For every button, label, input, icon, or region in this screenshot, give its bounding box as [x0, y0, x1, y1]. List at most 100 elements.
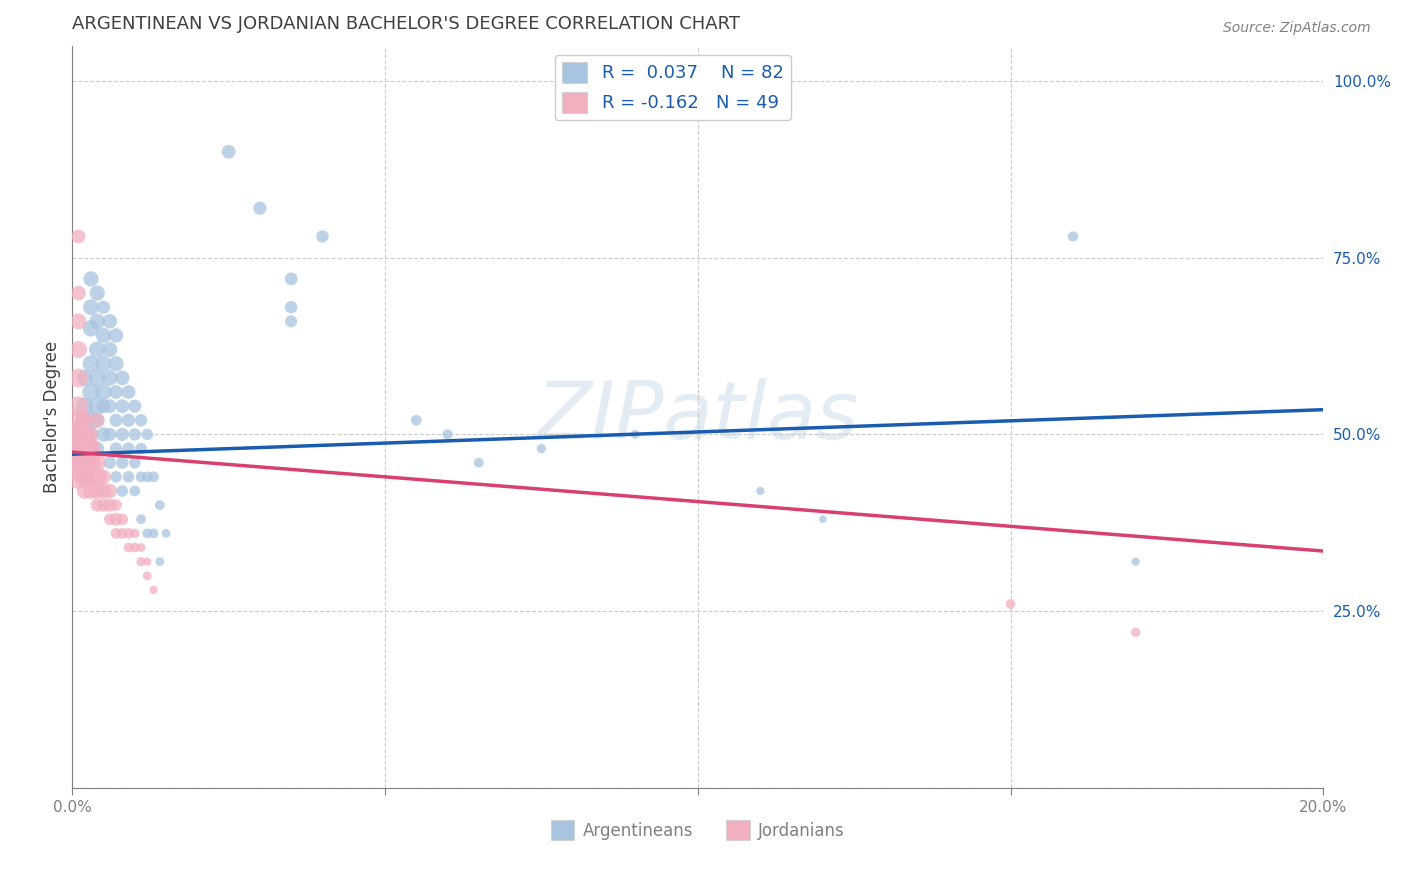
Point — [67, 427, 90, 442]
Point — [136, 569, 159, 583]
Point — [67, 456, 90, 470]
Point — [136, 427, 159, 442]
Point — [149, 498, 172, 512]
Point — [142, 526, 165, 541]
Point — [67, 456, 90, 470]
Point — [111, 427, 134, 442]
Point — [98, 314, 121, 328]
Point — [98, 371, 121, 385]
Point — [142, 470, 165, 484]
Point — [80, 321, 103, 335]
Point — [124, 526, 146, 541]
Point — [129, 512, 152, 526]
Point — [105, 413, 128, 427]
Point — [98, 512, 121, 526]
Point — [117, 442, 139, 456]
Point — [86, 413, 108, 427]
Point — [80, 442, 103, 456]
Point — [98, 456, 121, 470]
Point — [111, 399, 134, 413]
Point — [136, 555, 159, 569]
Point — [73, 427, 96, 442]
Point — [80, 272, 103, 286]
Point — [86, 470, 108, 484]
Point — [93, 399, 115, 413]
Point — [149, 555, 172, 569]
Point — [624, 427, 647, 442]
Point — [73, 413, 96, 427]
Point — [117, 413, 139, 427]
Point — [436, 427, 458, 442]
Point — [98, 399, 121, 413]
Point — [124, 456, 146, 470]
Point — [142, 582, 165, 597]
Point — [105, 512, 128, 526]
Point — [67, 343, 90, 357]
Point — [1062, 229, 1084, 244]
Point — [117, 541, 139, 555]
Point — [86, 456, 108, 470]
Point — [73, 371, 96, 385]
Point — [117, 526, 139, 541]
Point — [749, 483, 772, 498]
Text: ZIPatlas: ZIPatlas — [537, 377, 859, 456]
Point — [124, 399, 146, 413]
Point — [105, 328, 128, 343]
Point — [86, 498, 108, 512]
Point — [98, 427, 121, 442]
Point — [73, 413, 96, 427]
Point — [80, 470, 103, 484]
Point — [73, 470, 96, 484]
Point — [86, 483, 108, 498]
Point — [73, 427, 96, 442]
Point — [93, 300, 115, 314]
Point — [129, 442, 152, 456]
Point — [117, 470, 139, 484]
Point — [73, 442, 96, 456]
Point — [105, 384, 128, 399]
Point — [86, 371, 108, 385]
Point — [80, 413, 103, 427]
Point — [98, 498, 121, 512]
Point — [67, 442, 90, 456]
Point — [136, 526, 159, 541]
Point — [124, 483, 146, 498]
Point — [80, 357, 103, 371]
Point — [98, 343, 121, 357]
Point — [93, 483, 115, 498]
Point — [86, 399, 108, 413]
Point — [405, 413, 427, 427]
Point — [86, 286, 108, 301]
Point — [280, 272, 302, 286]
Point — [155, 526, 177, 541]
Point — [111, 483, 134, 498]
Point — [86, 413, 108, 427]
Point — [73, 399, 96, 413]
Point — [67, 286, 90, 301]
Point — [129, 555, 152, 569]
Point — [67, 314, 90, 328]
Point — [73, 483, 96, 498]
Point — [129, 413, 152, 427]
Point — [249, 201, 271, 215]
Point — [111, 456, 134, 470]
Point — [530, 442, 553, 456]
Point — [67, 413, 90, 427]
Point — [67, 371, 90, 385]
Point — [93, 427, 115, 442]
Point — [105, 526, 128, 541]
Point — [67, 427, 90, 442]
Point — [67, 442, 90, 456]
Point — [111, 371, 134, 385]
Point — [67, 470, 90, 484]
Point — [105, 357, 128, 371]
Text: Source: ZipAtlas.com: Source: ZipAtlas.com — [1223, 21, 1371, 35]
Point — [280, 300, 302, 314]
Point — [1125, 555, 1147, 569]
Point — [67, 399, 90, 413]
Point — [93, 357, 115, 371]
Point — [124, 541, 146, 555]
Point — [98, 483, 121, 498]
Point — [93, 470, 115, 484]
Point — [1125, 625, 1147, 640]
